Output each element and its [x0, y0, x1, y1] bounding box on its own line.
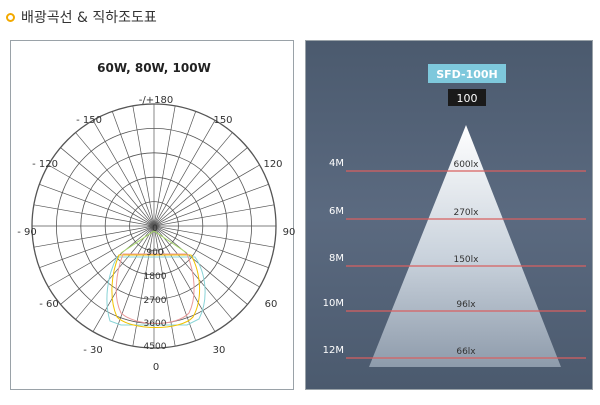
polar-title: 60W, 80W, 100W	[97, 61, 211, 75]
distance-label: 4M	[329, 158, 344, 169]
radial-label-1800: 1800	[144, 272, 167, 282]
radial-label-4500: 4500	[144, 342, 167, 352]
distance-label: 6M	[329, 206, 344, 217]
distribution-curve-cyan	[106, 256, 206, 326]
model-label: SFD-100H	[436, 68, 498, 81]
illuminance-rows: 4M 600lx 6M 270lx 8M 150lx 10M 96lx 12M 66lx	[323, 158, 586, 359]
distribution-curve-yellow	[111, 254, 201, 328]
distance-label: 12M	[323, 345, 344, 356]
wattage-badge-box	[448, 89, 486, 106]
angle-label-150: 150	[213, 115, 232, 126]
distance-label: 10M	[323, 298, 344, 309]
radial-label-0: 0	[152, 224, 158, 234]
illuminance-cone-diagram: SFD-100H 100 4M 600lx 6M 270lx 8M 150lx 10M 96l…	[323, 64, 586, 367]
lux-label: 270lx	[453, 208, 479, 218]
angle-label-neg150: - 150	[76, 115, 102, 126]
angle-label-30: 30	[213, 345, 226, 356]
section-title: 배광곡선 & 직하조도표	[21, 10, 157, 26]
radial-label-3600: 3600	[144, 319, 167, 329]
illuminance-cone-panel: SFD-100H 100 4M 600lx 6M 270lx 8M 150lx 10M 96l…	[305, 40, 593, 390]
radial-label-900: 900	[146, 248, 163, 258]
distribution-curve-pink	[115, 253, 195, 324]
lux-label: 96lx	[456, 300, 476, 310]
polar-diagram-panel: 60W, 80W, 100W -/+180 - 150 150 - 120 12…	[10, 40, 295, 390]
distance-label: 8M	[329, 253, 344, 264]
model-label-box	[428, 64, 506, 83]
angle-label-neg60: - 60	[39, 299, 59, 310]
lux-label: 150lx	[453, 255, 479, 265]
angle-label-60: 60	[265, 299, 278, 310]
angle-label-neg120: - 120	[32, 159, 58, 170]
polar-diagram: 60W, 80W, 100W -/+180 - 150 150 - 120 12…	[17, 61, 295, 373]
angle-label-90: 90	[283, 227, 295, 238]
light-cone	[369, 125, 561, 367]
distribution-curve-green	[120, 230, 188, 254]
grid-spoke	[132, 105, 176, 347]
angle-label-180: -/+180	[139, 95, 173, 106]
lux-label: 600lx	[453, 160, 479, 170]
wattage-badge: 100	[457, 92, 478, 105]
angle-label-0: 0	[153, 362, 159, 373]
angle-label-neg30: - 30	[83, 345, 103, 356]
section-header: 배광곡선 & 직하조도표	[6, 6, 157, 28]
lux-label: 66lx	[456, 347, 476, 357]
bullet-ring-icon	[6, 12, 15, 22]
radial-label-2700: 2700	[144, 296, 167, 306]
angle-label-120: 120	[263, 159, 282, 170]
angle-label-neg90: - 90	[17, 227, 37, 238]
